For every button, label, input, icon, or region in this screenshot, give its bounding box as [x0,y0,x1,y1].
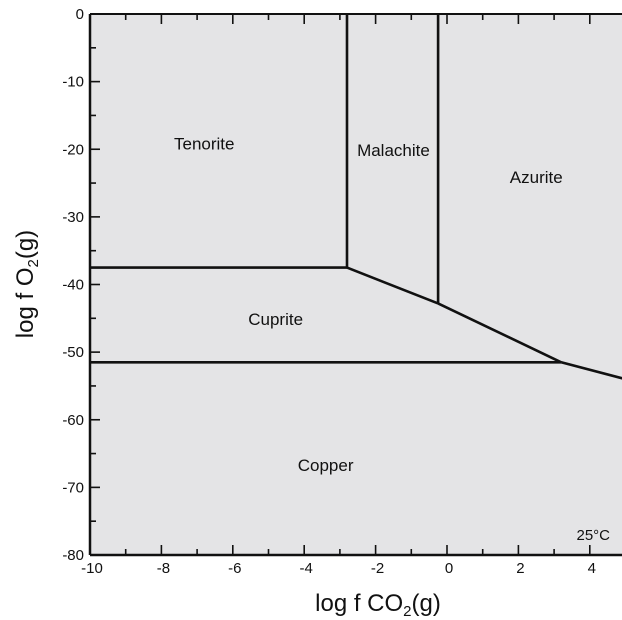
region-labels: Tenorite Malachite Azurite Cuprite Copper [174,134,563,475]
y-axis-title: log f O2(g) [12,230,42,338]
x-tick-label: 2 [516,560,524,577]
y-tick-label: -30 [62,209,84,226]
boundary-malachite-cuprite [346,266,439,305]
y-tick-label: 0 [76,6,84,23]
x-tick-label: -8 [157,560,170,577]
boundary-azurite-copper [560,361,622,380]
x-tick-label: 4 [588,560,596,577]
y-tick-labels: 0 -10 -20 -30 -40 -50 -60 -70 -80 [62,6,84,564]
y-tick-label: -70 [62,479,84,496]
y-tick-label: -20 [62,141,84,158]
region-label-cuprite: Cuprite [248,310,303,329]
x-axis-title: log f CO2(g) [315,590,441,620]
boundary-azurite-cuprite [437,302,562,364]
phase-boundaries [90,14,622,380]
y-tick-label: -50 [62,344,84,361]
plot-area [90,14,622,555]
region-label-azurite: Azurite [510,168,563,187]
temperature-note: 25°C [576,527,610,544]
x-tick-label: 0 [445,560,453,577]
region-label-copper: Copper [298,456,354,475]
region-label-malachite: Malachite [357,141,430,160]
y-tick-label: -60 [62,412,84,429]
x-tick-label: -10 [81,560,103,577]
y-tick-label: -80 [62,547,84,564]
x-tick-label: -6 [228,560,241,577]
x-tick-label: -4 [300,560,313,577]
region-label-tenorite: Tenorite [174,134,234,153]
y-tick-label: -40 [62,277,84,294]
x-tick-label: -2 [371,560,384,577]
y-tick-label: -10 [62,74,84,91]
x-tick-labels: -10 -8 -6 -4 -2 0 2 4 [81,560,596,577]
